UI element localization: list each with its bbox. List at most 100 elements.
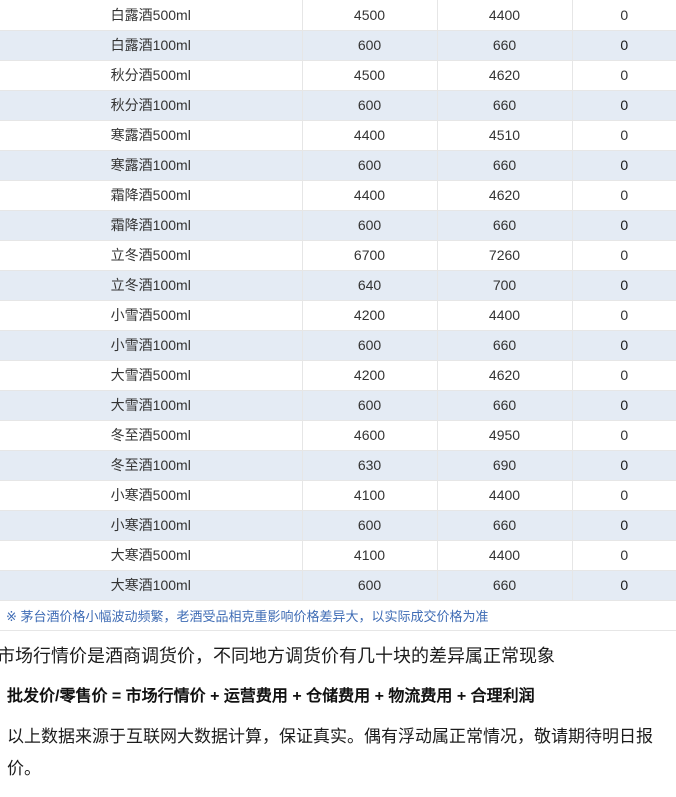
- price-a-cell: 600: [302, 330, 438, 361]
- product-cell: 立冬酒100ml: [0, 270, 303, 301]
- table-row: 白露酒100ml 600 660 0: [0, 30, 676, 61]
- price-a-cell: 600: [302, 150, 438, 181]
- table-row: 冬至酒100ml 630 690 0: [0, 450, 676, 481]
- price-b-cell: 4510: [437, 120, 573, 151]
- change-cell: 0: [572, 540, 676, 571]
- table-row: 大雪酒100ml 600 660 0: [0, 390, 676, 421]
- product-cell: 霜降酒500ml: [0, 180, 303, 211]
- table-row: 立冬酒500ml 6700 7260 0: [0, 240, 676, 271]
- change-cell: 0: [572, 150, 676, 181]
- product-cell: 立冬酒500ml: [0, 240, 303, 271]
- price-b-cell: 690: [437, 450, 573, 481]
- product-cell: 寒露酒100ml: [0, 150, 303, 181]
- price-b-cell: 4400: [437, 540, 573, 571]
- price-b-cell: 660: [437, 390, 573, 421]
- product-cell: 冬至酒100ml: [0, 450, 303, 481]
- price-b-cell: 660: [437, 30, 573, 61]
- product-cell: 白露酒500ml: [0, 0, 303, 31]
- price-b-cell: 4950: [437, 420, 573, 451]
- table-row: 小寒酒500ml 4100 4400 0: [0, 480, 676, 511]
- price-a-cell: 4500: [302, 0, 438, 31]
- change-cell: 0: [572, 180, 676, 211]
- price-a-cell: 630: [302, 450, 438, 481]
- price-a-cell: 6700: [302, 240, 438, 271]
- product-cell: 秋分酒500ml: [0, 60, 303, 91]
- price-a-cell: 4200: [302, 360, 438, 391]
- table-row: 秋分酒100ml 600 660 0: [0, 90, 676, 121]
- table-row: 大雪酒500ml 4200 4620 0: [0, 360, 676, 391]
- price-table: 白露酒500ml 4500 4400 0 白露酒100ml 600 660 0 …: [0, 0, 676, 631]
- pricing-formula: 批发价/零售价 = 市场行情价 + 运营费用 + 仓储费用 + 物流费用 + 合…: [7, 687, 535, 705]
- price-a-cell: 600: [302, 390, 438, 421]
- price-b-cell: 660: [437, 210, 573, 241]
- table-row: 冬至酒500ml 4600 4950 0: [0, 420, 676, 451]
- price-b-cell: 660: [437, 90, 573, 121]
- product-cell: 小雪酒500ml: [0, 300, 303, 331]
- price-a-cell: 4100: [302, 540, 438, 571]
- price-a-cell: 640: [302, 270, 438, 301]
- price-b-cell: 700: [437, 270, 573, 301]
- footnote-row: ※ 茅台酒价格小幅波动频繁，老酒受品相克重影响价格差异大，以实际成交价格为准: [0, 600, 676, 631]
- change-cell: 0: [572, 450, 676, 481]
- price-b-cell: 4400: [437, 300, 573, 331]
- price-a-cell: 4400: [302, 120, 438, 151]
- table-row: 秋分酒500ml 4500 4620 0: [0, 60, 676, 91]
- table-row: 寒露酒500ml 4400 4510 0: [0, 120, 676, 151]
- price-b-cell: 7260: [437, 240, 573, 271]
- product-cell: 小寒酒100ml: [0, 510, 303, 541]
- table-row: 霜降酒500ml 4400 4620 0: [0, 180, 676, 211]
- change-cell: 0: [572, 240, 676, 271]
- market-price-note: 市场行情价是酒商调货价，不同地方调货价有几十块的差异属正常现象: [0, 645, 555, 666]
- table-row: 小雪酒100ml 600 660 0: [0, 330, 676, 361]
- table-row: 大寒酒100ml 600 660 0: [0, 570, 676, 601]
- change-cell: 0: [572, 420, 676, 451]
- price-table-foot: ※ 茅台酒价格小幅波动频繁，老酒受品相克重影响价格差异大，以实际成交价格为准: [0, 600, 676, 631]
- price-table-body: 白露酒500ml 4500 4400 0 白露酒100ml 600 660 0 …: [0, 0, 676, 601]
- table-row: 大寒酒500ml 4100 4400 0: [0, 540, 676, 571]
- price-a-cell: 4600: [302, 420, 438, 451]
- product-cell: 白露酒100ml: [0, 30, 303, 61]
- table-row: 白露酒500ml 4500 4400 0: [0, 0, 676, 31]
- product-cell: 霜降酒100ml: [0, 210, 303, 241]
- product-cell: 大雪酒100ml: [0, 390, 303, 421]
- price-b-cell: 4400: [437, 480, 573, 511]
- change-cell: 0: [572, 360, 676, 391]
- product-cell: 冬至酒500ml: [0, 420, 303, 451]
- data-disclaimer: 以上数据来源于互联网大数据计算，保证真实。偶有浮动属正常情况，敬请期待明日报价。: [7, 726, 653, 778]
- change-cell: 0: [572, 270, 676, 301]
- change-cell: 0: [572, 300, 676, 331]
- change-cell: 0: [572, 390, 676, 421]
- product-cell: 秋分酒100ml: [0, 90, 303, 121]
- change-cell: 0: [572, 30, 676, 61]
- table-row: 小雪酒500ml 4200 4400 0: [0, 300, 676, 331]
- price-b-cell: 660: [437, 330, 573, 361]
- table-row: 寒露酒100ml 600 660 0: [0, 150, 676, 181]
- change-cell: 0: [572, 60, 676, 91]
- change-cell: 0: [572, 120, 676, 151]
- product-cell: 小寒酒500ml: [0, 480, 303, 511]
- change-cell: 0: [572, 210, 676, 241]
- change-cell: 0: [572, 330, 676, 361]
- price-a-cell: 600: [302, 570, 438, 601]
- price-a-cell: 4200: [302, 300, 438, 331]
- change-cell: 0: [572, 0, 676, 31]
- price-b-cell: 4620: [437, 360, 573, 391]
- notes-section: 市场行情价是酒商调货价，不同地方调货价有几十块的差异属正常现象 批发价/零售价 …: [0, 644, 676, 785]
- price-b-cell: 4620: [437, 180, 573, 211]
- price-b-cell: 660: [437, 510, 573, 541]
- change-cell: 0: [572, 570, 676, 601]
- price-a-cell: 4400: [302, 180, 438, 211]
- product-cell: 小雪酒100ml: [0, 330, 303, 361]
- price-a-cell: 600: [302, 90, 438, 121]
- change-cell: 0: [572, 90, 676, 121]
- price-a-cell: 4100: [302, 480, 438, 511]
- product-cell: 大雪酒500ml: [0, 360, 303, 391]
- price-a-cell: 4500: [302, 60, 438, 91]
- table-row: 立冬酒100ml 640 700 0: [0, 270, 676, 301]
- product-cell: 寒露酒500ml: [0, 120, 303, 151]
- table-row: 霜降酒100ml 600 660 0: [0, 210, 676, 241]
- product-cell: 大寒酒500ml: [0, 540, 303, 571]
- price-a-cell: 600: [302, 210, 438, 241]
- table-footnote: ※ 茅台酒价格小幅波动频繁，老酒受品相克重影响价格差异大，以实际成交价格为准: [0, 600, 676, 631]
